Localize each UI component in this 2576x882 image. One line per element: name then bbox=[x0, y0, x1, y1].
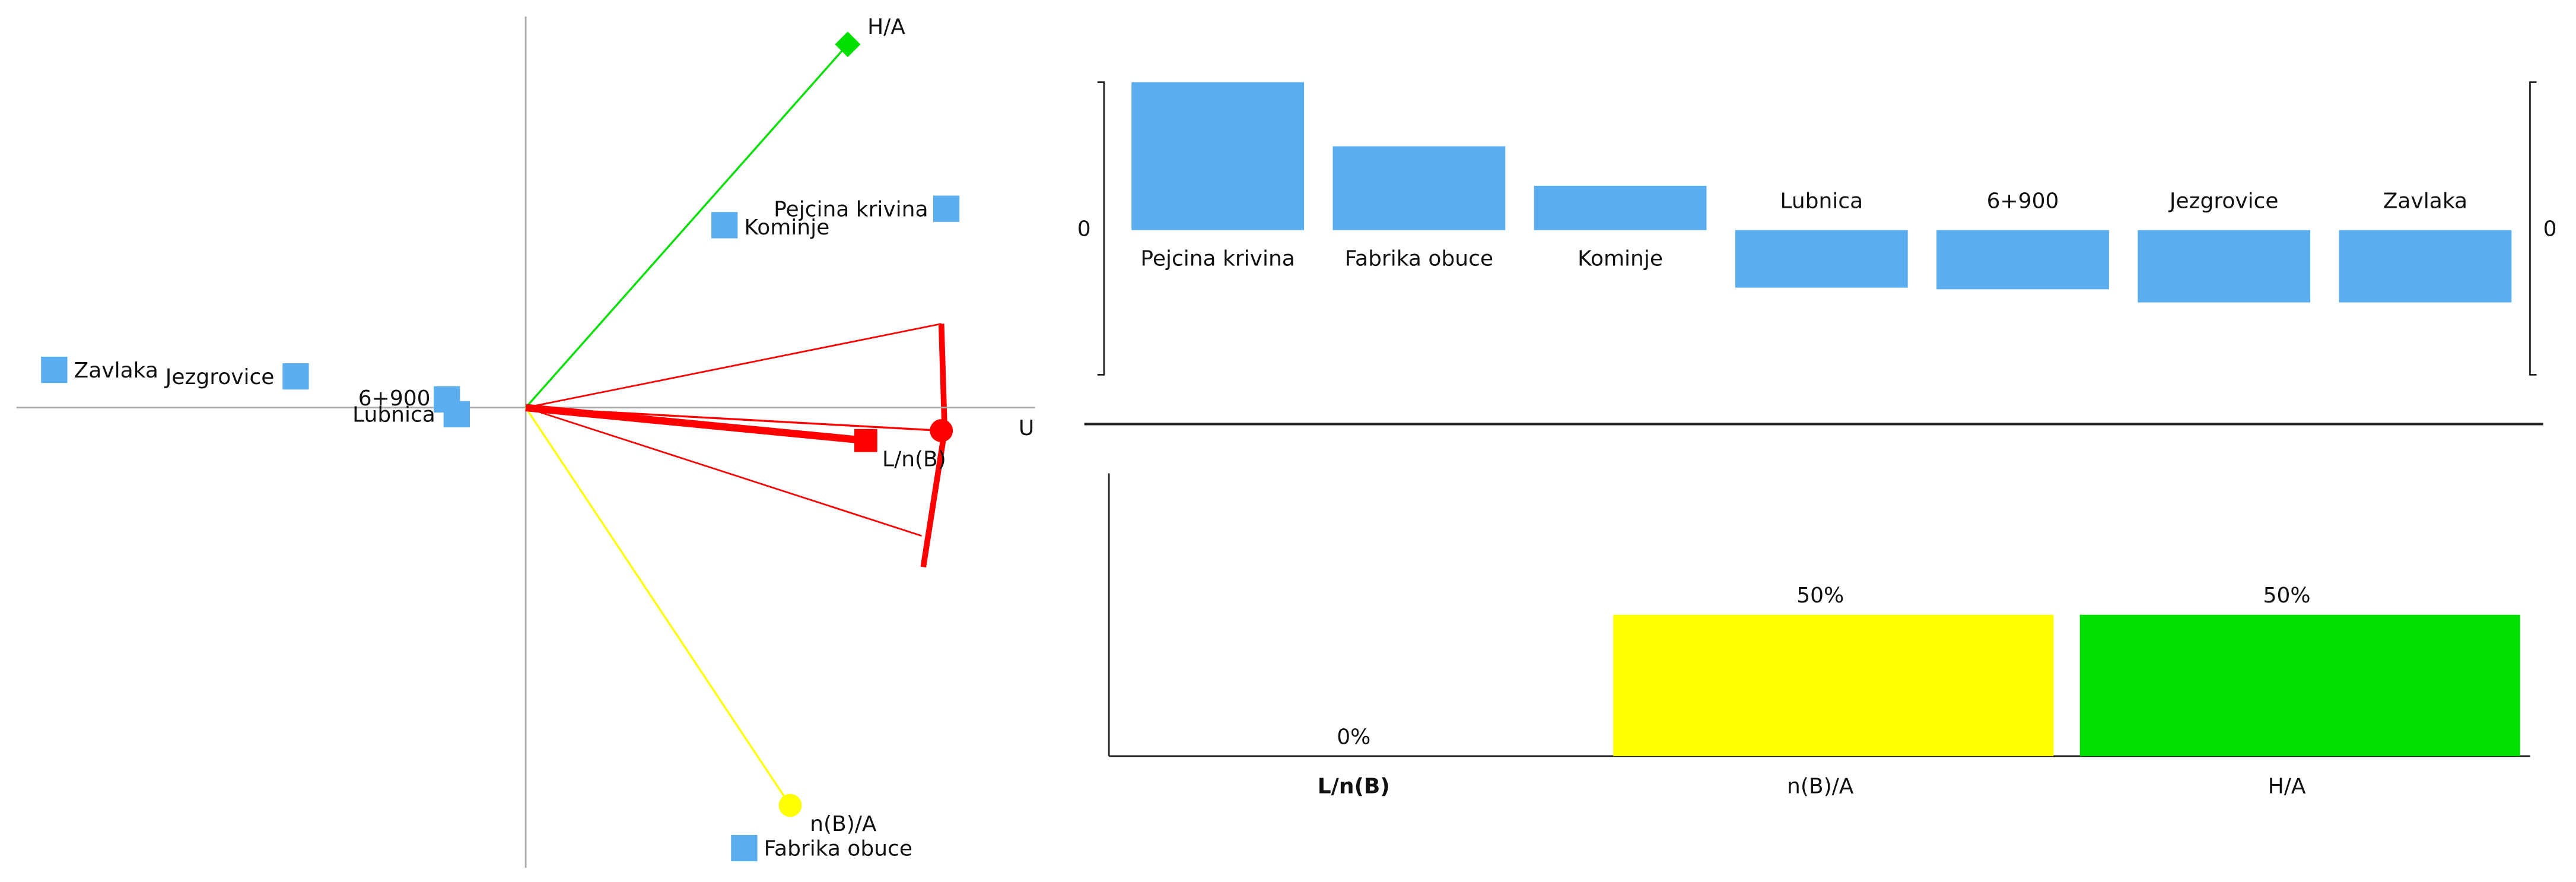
bar bbox=[2339, 230, 2512, 303]
value-label: 0% bbox=[1337, 725, 1370, 749]
criterion-label: H/A bbox=[867, 15, 905, 39]
bar bbox=[1735, 230, 1908, 288]
criterion-vector bbox=[524, 407, 791, 806]
alternative-point bbox=[731, 835, 758, 862]
decision-axis-marker bbox=[854, 429, 877, 452]
category-label: Zavlaka bbox=[2383, 189, 2467, 214]
axis-bracket bbox=[2529, 81, 2537, 376]
category-label: Fabrika obuce bbox=[1345, 247, 1493, 271]
criterion-marker bbox=[930, 419, 953, 442]
category-label: n(B)/A bbox=[1787, 774, 1854, 798]
axis-bracket bbox=[1097, 81, 1105, 376]
bar bbox=[1936, 230, 2109, 290]
category-label: Kominje bbox=[1578, 247, 1663, 271]
decision-cone bbox=[525, 323, 948, 568]
alternative-label: 6+900 bbox=[358, 386, 431, 411]
criterion-vector bbox=[524, 43, 849, 408]
alternative-label: Pejcina krivina bbox=[774, 197, 928, 221]
alternative-label: Fabrika obuce bbox=[764, 837, 912, 861]
criterion-label: n(B)/A bbox=[810, 812, 877, 836]
bar bbox=[2138, 230, 2311, 303]
alternative-point bbox=[434, 386, 460, 413]
category-label: Lubnica bbox=[1780, 189, 1863, 214]
alternative-point bbox=[933, 195, 960, 222]
category-label: L/n(B) bbox=[1318, 774, 1390, 798]
alternative-label: Zavlaka bbox=[74, 358, 158, 383]
alternative-point bbox=[282, 363, 309, 390]
category-label: Jezgrovice bbox=[2168, 189, 2279, 214]
bar bbox=[1613, 614, 2054, 756]
criterion-label: L/n(B) bbox=[882, 447, 946, 471]
category-label: Pejcina krivina bbox=[1140, 247, 1295, 271]
category-label: H/A bbox=[2268, 774, 2306, 798]
value-label: 50% bbox=[1796, 583, 1844, 608]
alternative-label: Kominje bbox=[744, 215, 829, 240]
alternative-point bbox=[711, 212, 738, 239]
bar bbox=[1332, 146, 1506, 230]
y-tick-label-right: 0 bbox=[2543, 217, 2557, 242]
value-label: 50% bbox=[2263, 583, 2311, 608]
category-label: 6+900 bbox=[1987, 189, 2059, 214]
decision-axis bbox=[525, 404, 866, 445]
y-tick-label: 0 bbox=[1077, 217, 1091, 242]
x-axis-label: U bbox=[1019, 416, 1034, 440]
alternative-label: Jezgrovice bbox=[164, 365, 275, 389]
bar bbox=[1534, 185, 1707, 230]
bar bbox=[2079, 614, 2520, 756]
alternative-label: Lubnica bbox=[352, 403, 435, 427]
bar bbox=[1131, 82, 1304, 230]
alternative-point bbox=[41, 356, 68, 383]
criterion-marker bbox=[778, 794, 802, 817]
